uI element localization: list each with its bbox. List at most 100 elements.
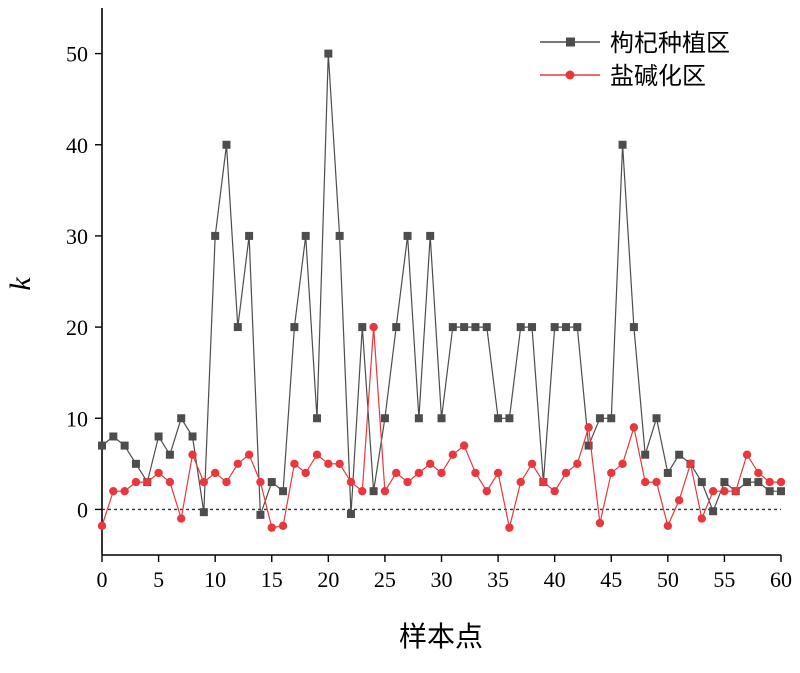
data-point [256,510,265,519]
y-tick-label: 20 [66,315,88,340]
x-tick-label: 60 [770,567,792,592]
x-tick-label: 0 [97,567,108,592]
data-point [244,450,254,459]
data-point [516,477,525,487]
data-point [754,468,763,478]
data-point [267,523,276,532]
data-point [482,486,491,496]
data-point [629,423,639,432]
data-point [177,414,186,423]
data-point [199,508,208,517]
data-point [618,140,627,149]
data-point [641,450,650,459]
y-tick-label: 10 [66,406,88,431]
data-point [505,414,514,423]
data-point [494,414,503,423]
data-point [720,478,729,487]
series-line [101,53,781,516]
data-point [335,231,344,240]
data-point [380,414,389,423]
data-point [765,477,774,487]
data-point [324,459,333,469]
data-point [154,468,163,478]
data-point [460,323,469,332]
x-tick-label: 5 [153,567,164,592]
x-tick-label: 10 [204,567,226,592]
data-point [120,441,129,450]
data-point [222,140,231,149]
data-point [210,468,220,478]
data-point [279,487,288,496]
data-point [561,468,571,478]
data-point [595,414,604,423]
data-point [392,323,401,332]
data-point [482,323,491,332]
data-point [663,521,673,531]
x-axis-ticks: 0 5 10 15 20 25 30 35 40 45 50 55 60 [97,555,792,592]
legend-item: 枸杞种植区 [540,29,730,57]
data-point [222,477,231,487]
data-point [471,323,480,332]
data-point [98,441,106,450]
data-point [346,477,356,487]
data-point [561,323,570,332]
legend-label: 盐碱化区 [610,62,706,90]
data-point [301,468,310,478]
data-point [97,521,107,531]
data-point [358,323,367,332]
data-point [493,468,503,478]
data-point [369,322,378,332]
data-point [573,459,582,469]
data-point [584,423,593,432]
data-point [437,468,446,478]
x-tick-label: 25 [374,567,396,592]
x-tick-label: 55 [713,567,735,592]
x-axis-label: 样本点 [399,620,483,653]
data-point [516,323,525,332]
data-point [448,450,458,459]
legend-marker [566,37,575,47]
data-point [425,459,435,469]
data-point [550,323,559,332]
data-point [731,486,740,496]
y-axis-label: k [4,277,37,291]
data-point [165,477,175,487]
data-point [471,468,480,478]
data-point [527,459,537,469]
data-point [584,441,593,450]
data-point [380,486,390,496]
data-point [437,414,446,423]
data-point [233,323,242,332]
data-point [312,450,322,459]
data-point [267,478,276,487]
data-point [109,432,118,441]
data-point [392,468,401,478]
data-point [607,468,616,478]
data-point [131,477,141,487]
data-point [629,323,638,332]
data-point [290,323,299,332]
x-tick-label: 30 [431,567,453,592]
data-point [697,514,706,523]
data-point [165,450,174,459]
data-point [131,459,140,468]
data-point [414,414,423,423]
data-point [109,486,118,496]
legend-label: 枸杞种植区 [610,29,730,57]
data-point [313,414,322,423]
data-point [448,323,457,332]
data-point [120,486,129,496]
data-point [708,486,718,496]
x-tick-label: 40 [544,567,566,592]
data-point [550,486,559,496]
data-point [403,477,412,487]
y-tick-label: 40 [66,133,88,158]
data-point [505,523,514,532]
data-point [674,496,684,505]
data-point [301,231,310,240]
x-tick-label: 35 [487,567,509,592]
data-point [595,518,605,528]
data-point [459,441,469,450]
